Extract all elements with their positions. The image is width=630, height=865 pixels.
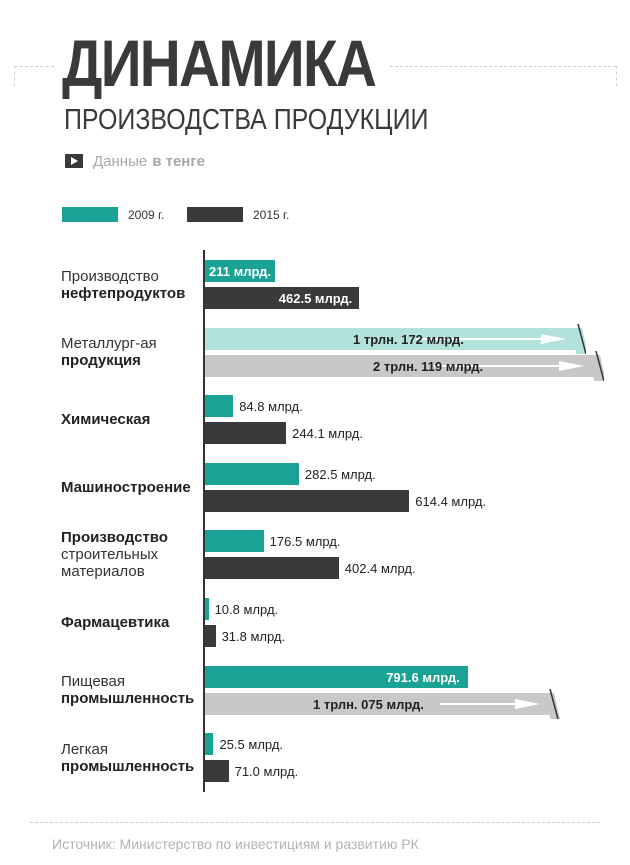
- bar-value-label: 791.6 млрд.: [386, 669, 460, 685]
- bar-value-label: 244.1 млрд.: [292, 426, 363, 442]
- legend-item-2009: 2009 г.: [62, 207, 164, 222]
- bar-2015: [205, 557, 339, 580]
- bar-value-label: 71.0 млрд.: [234, 764, 299, 780]
- bar-value-label: 462.5 млрд.: [278, 291, 353, 306]
- category-label-bold: Машиностроение: [61, 478, 191, 496]
- bar-2015: [205, 354, 594, 377]
- bar-value-label: 31.8 млрд.: [221, 629, 286, 644]
- category-label-light: Производство: [61, 267, 159, 285]
- title-left-dash: [14, 66, 54, 67]
- category-label: Производство нефтепродуктов: [61, 268, 201, 302]
- bar-2009: [205, 598, 209, 620]
- currency-note: Данные в тенге: [65, 152, 205, 170]
- legend-swatch-2015: [187, 207, 243, 222]
- note-bold: в тенге: [152, 152, 205, 170]
- category-label-light: Легкая: [61, 740, 109, 758]
- y-axis-line: [203, 250, 205, 792]
- bar-2015: [205, 287, 359, 309]
- category-label: Машиностроение: [61, 479, 201, 496]
- bar-2015: [205, 625, 216, 647]
- bar-2015: [205, 422, 287, 445]
- bar-value-label: 1 трлн. 075 млрд.: [313, 696, 424, 712]
- legend-label-2009: 2009 г.: [128, 207, 165, 222]
- bar-2015: [205, 692, 550, 715]
- bar-2009: [205, 462, 299, 485]
- bar-2009: [205, 665, 469, 688]
- category-label: Металлург-ая продукция: [61, 335, 201, 369]
- overflow-arrow: [416, 323, 586, 354]
- note-prefix: Данные: [93, 152, 148, 170]
- category-label-light: строительных материалов: [61, 546, 159, 581]
- category-label-bold: промышленность: [61, 690, 195, 708]
- category-label: Легкая промышленность: [61, 741, 201, 775]
- bar-value-label: 282.5 млрд.: [304, 466, 376, 482]
- category-label-light: Пищевая: [61, 673, 125, 691]
- frame-left-dash: [14, 66, 15, 86]
- overflow-arrow: [440, 688, 560, 719]
- title-right-dash: [390, 66, 616, 67]
- frame-right-dash: [616, 66, 617, 86]
- category-label-bold: Химическая: [61, 411, 151, 429]
- bar-2015: [205, 489, 410, 512]
- bar-2009: [205, 395, 234, 418]
- category-label: Производство строительных материалов: [61, 529, 201, 580]
- bar-value-label: 2 трлн. 119 млрд.: [373, 358, 484, 374]
- category-label: Пищевая промышленность: [61, 673, 201, 707]
- category-label-bold: Фармацевтика: [61, 614, 170, 631]
- source-note: Источник: Министерство по инвестициям и …: [52, 836, 419, 852]
- category-label-light: Металлург-ая: [61, 335, 157, 353]
- bar-value-label: 614.4 млрд.: [415, 493, 487, 509]
- category-label-bold: промышленность: [61, 757, 195, 775]
- bar-value-label: 10.8 млрд.: [214, 602, 279, 617]
- legend-swatch-2009: [62, 207, 118, 222]
- category-label-bold: нефтепродуктов: [61, 284, 186, 302]
- footer-dash: [30, 822, 600, 823]
- category-label-bold: продукция: [61, 352, 141, 370]
- play-icon: [65, 154, 83, 168]
- bar-2015: [205, 760, 229, 783]
- bar-value-label: 1 трлн. 172 млрд.: [353, 331, 464, 347]
- bar-value-label: 25.5 млрд.: [219, 737, 284, 753]
- bar-2009: [205, 260, 276, 282]
- bar-value-label: 84.8 млрд.: [239, 399, 303, 415]
- legend-item-2015: 2015 г.: [187, 207, 289, 222]
- bar-2009: [205, 733, 214, 756]
- bar-value-label: 402.4 млрд.: [344, 561, 416, 577]
- category-label: Химическая: [61, 411, 201, 428]
- bar-value-label: 211 млрд.: [209, 264, 271, 279]
- bar-value-label: 176.5 млрд.: [269, 534, 341, 550]
- category-label: Фармацевтика: [61, 614, 201, 631]
- page-subtitle: ПРОИЗВОДСТВА ПРОДУКЦИИ: [64, 104, 429, 136]
- bar-2009: [205, 327, 576, 350]
- overflow-arrow: [434, 350, 604, 381]
- category-label-bold: Производство: [61, 529, 168, 547]
- legend-label-2015: 2015 г.: [253, 207, 290, 222]
- page-title: ДИНАМИКА: [62, 26, 377, 100]
- bar-2009: [205, 530, 264, 553]
